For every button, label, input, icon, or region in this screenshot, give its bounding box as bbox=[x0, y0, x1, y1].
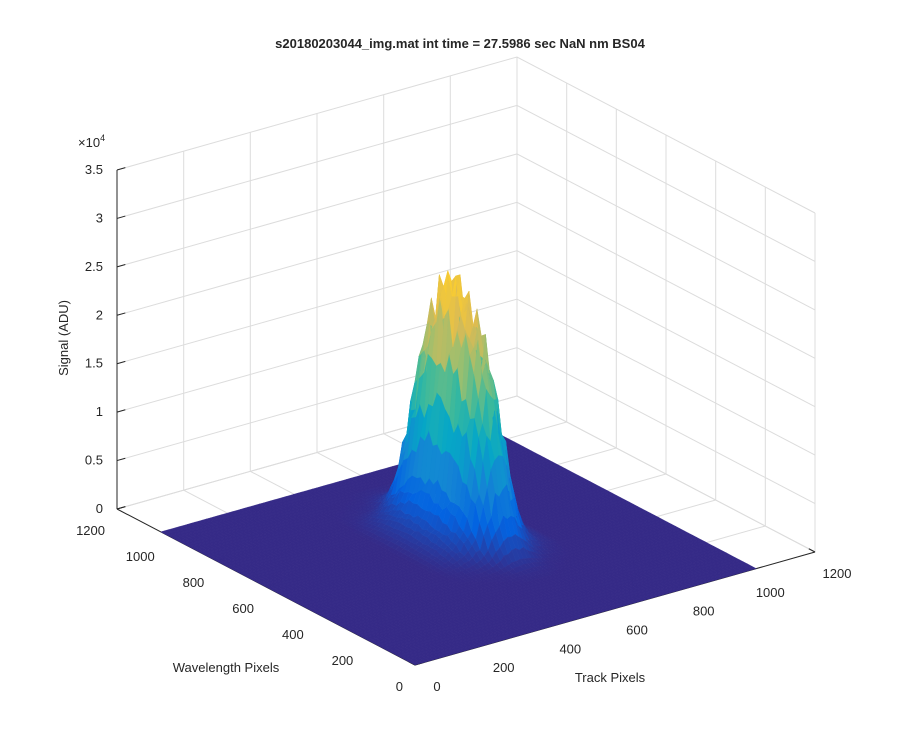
z-tick-mark bbox=[116, 215, 126, 219]
z-tick-mark bbox=[116, 264, 126, 268]
z-grid-line bbox=[116, 347, 816, 505]
z-tick-mark bbox=[116, 506, 126, 510]
surface-plot bbox=[160, 269, 757, 666]
z-grid-line bbox=[116, 395, 816, 553]
x-tick-mark bbox=[808, 548, 816, 553]
z-tick-mark bbox=[116, 167, 126, 171]
z-tick-mark bbox=[116, 312, 126, 316]
z-tick-mark bbox=[116, 360, 126, 365]
z-tick-mark bbox=[116, 409, 126, 413]
z-grid-line bbox=[116, 201, 816, 359]
z-tick-mark bbox=[116, 457, 126, 462]
z-grid-line bbox=[116, 250, 816, 408]
z-grid-line bbox=[116, 104, 816, 262]
z-grid-line bbox=[116, 153, 816, 311]
z-grid-line bbox=[116, 56, 816, 214]
z-grid-line bbox=[116, 298, 816, 456]
